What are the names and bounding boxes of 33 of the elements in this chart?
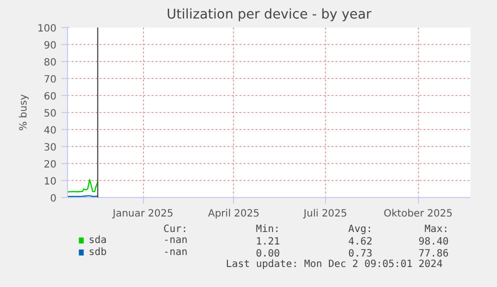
y-tick-label: 80 bbox=[44, 58, 57, 68]
y-axis-title: % busy bbox=[18, 94, 30, 131]
y-tick-label: 10 bbox=[44, 176, 57, 188]
y-tick-label: 60 bbox=[44, 92, 57, 102]
text: Cur: bbox=[163, 224, 188, 235]
x-tick-label: Oktober 2025 bbox=[384, 208, 453, 220]
y-tick-label: 40 bbox=[44, 126, 57, 136]
text: 0.73 bbox=[348, 248, 372, 260]
text: 77.86 bbox=[418, 248, 449, 260]
text: Last update: Mon Dec 2 09:05:01 2024 bbox=[226, 259, 443, 270]
text: Avg: bbox=[348, 224, 372, 235]
line-series bbox=[68, 179, 98, 192]
x-tick-label: Januar 2025 bbox=[112, 208, 174, 220]
text: Min: bbox=[256, 224, 280, 235]
x-tick-label: Juli 2025 bbox=[302, 208, 348, 220]
text: 98.40 bbox=[418, 236, 449, 248]
y-tick-label: 90 bbox=[44, 40, 57, 52]
chart-title: Utilization per device - by year bbox=[166, 8, 372, 22]
legend-label: sda bbox=[88, 235, 107, 246]
y-tick-label: 20 bbox=[44, 160, 57, 170]
x-tick-label: April 2025 bbox=[208, 208, 260, 220]
text: 4.62 bbox=[348, 236, 372, 248]
y-tick-label: 0 bbox=[50, 194, 57, 204]
text: -nan bbox=[163, 247, 188, 258]
y-tick-label: 50 bbox=[44, 108, 57, 120]
y-tick-label: 100 bbox=[37, 24, 57, 34]
text: Max: bbox=[424, 224, 449, 235]
text: 1.21 bbox=[256, 236, 280, 248]
y-tick-label: 70 bbox=[44, 74, 57, 86]
y-tick-label: 30 bbox=[44, 142, 57, 154]
legend-label: sdb bbox=[88, 247, 107, 258]
text: -nan bbox=[163, 235, 188, 246]
text: 0.00 bbox=[256, 248, 280, 260]
